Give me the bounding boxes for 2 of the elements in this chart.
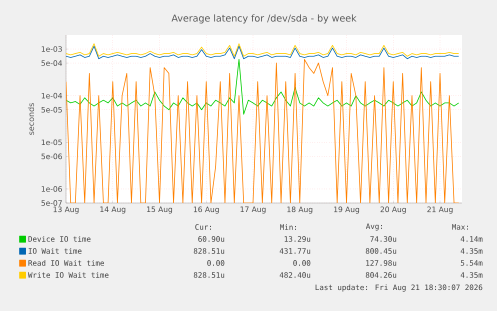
chart-title: Average latency for /dev/sda - by week — [172, 14, 357, 24]
line-series — [66, 58, 460, 115]
